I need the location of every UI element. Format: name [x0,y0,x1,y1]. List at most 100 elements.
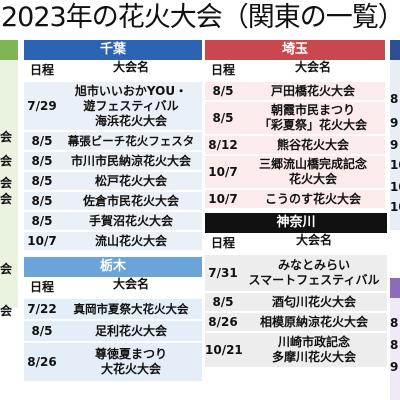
event-date: 8/5 [31,154,53,168]
event-name: 相模原納涼花火大会 [259,314,368,329]
right-cropped-panel: 8 9 9 10 10 10 8 8 9 [390,40,400,400]
event-name: 市川市民納涼花火大会 [70,153,191,168]
date-column-header: 日程 [29,280,54,294]
right-fragment: 8 [390,338,399,352]
right-panel-header [390,40,400,60]
event-name: 酒匂川花火大会 [271,294,356,309]
event-name: 尊徳夏まつり 大花火大会 [94,347,167,376]
table-row: 10/7 三郷流山橋完成記念 花火大会 [205,154,385,188]
right-fragment: 10 [390,180,400,194]
right-fragment: 8 [390,316,399,330]
event-date: 8/5 [31,174,53,188]
left-fragment: 会 [0,262,13,276]
event-date: 7/22 [27,302,57,316]
right-fragment: 8 [390,92,399,106]
left-fragment: 会 [0,176,13,190]
right-panel-header-2 [390,278,400,298]
event-date: 10/7 [27,234,57,248]
table-row: 8/5 佐倉市民花火大会 [24,190,202,210]
event-column-header: 大会名 [112,60,149,74]
event-name: 流山花火大会 [94,233,167,248]
table-row: 8/26 尊徳夏まつり 大花火大会 [24,341,202,381]
date-column-header: 日程 [29,63,54,77]
event-name: 手賀沼花火大会 [88,213,173,228]
event-name: 松戸花火大会 [94,173,167,188]
event-date: 8/5 [31,194,53,208]
left-fragment: 会 [0,154,13,168]
table-row: 8/12 熊谷花火大会 [205,134,385,154]
table-row: 8/5 酒匂川花火大会 [205,291,387,311]
event-column-header: 大会名 [112,277,149,291]
event-date: 8/5 [212,84,234,98]
event-date: 10/21 [205,343,243,357]
event-column-header: 大会名 [294,60,331,74]
event-date: 8/5 [212,111,234,125]
saitama-header: 埼玉 [205,40,385,60]
event-date: 8/5 [31,134,53,148]
event-date: 8/26 [208,315,238,329]
table-row: 10/21 川崎市政記念 多摩川花火大会 [205,331,387,367]
left-fragment: 会 [0,304,13,318]
event-name: 旭市いいおかYOU・ 遊フェスティバル 海浜花火大会 [74,83,188,128]
tochigi-panel: 栃木 日程 大会名 7/22 真岡市夏祭大花火大会 8/5 足利花火大会 8/2… [24,257,202,400]
event-name: 三郷流山橋完成記念 花火大会 [258,157,367,186]
event-name: 川崎市政記念 多摩川花火大会 [271,335,356,364]
left-fragment: 会 [0,192,13,206]
event-name: 真岡市夏祭大花火大会 [73,301,189,316]
event-date: 10/7 [208,192,238,206]
event-name: 戸田橋花火大会 [270,83,355,98]
table-row: 7/31 みなとみらい スマートフェスティバル [205,253,387,291]
right-panel-body-2 [390,298,400,400]
table-row: 10/7 流山花火大会 [24,230,202,250]
event-name: 熊谷花火大会 [276,137,349,152]
event-date: 8/5 [31,214,53,228]
table-row: 8/5 朝霞市民まつり 「彩夏祭」花火大会 [205,100,385,134]
event-date: 8/26 [27,355,57,369]
left-fragment: 会 [0,130,13,144]
kanagawa-header: 神奈川 [205,213,387,233]
right-fragment: 10 [390,158,400,172]
date-column-header: 日程 [210,236,235,250]
tochigi-header: 栃木 [24,257,202,277]
right-panel-body [390,60,400,230]
table-row: 8/26 相模原納涼花火大会 [205,311,387,331]
left-cropped-panel: 会 会 会 会 会 会 [0,40,22,400]
date-column-header: 日程 [210,63,235,77]
right-fragment: 9 [390,116,399,130]
event-date: 7/29 [27,99,57,113]
event-name: こうのす花火大会 [264,191,361,206]
table-row: 7/22 真岡市夏祭大花火大会 [24,297,202,319]
event-name: 足利花火大会 [94,323,167,338]
chiba-panel: 千葉 日程 大会名 7/29 旭市いいおかYOU・ 遊フェスティバル 海浜花火大… [24,40,202,255]
event-date: 8/12 [208,138,238,152]
table-row: 7/29 旭市いいおかYOU・ 遊フェスティバル 海浜花火大会 [24,80,202,130]
saitama-column-header: 日程 大会名 [205,60,385,80]
page-title: 2023年の花火大会（関東の一覧） [1,2,400,33]
right-fragment: 9 [390,360,399,374]
event-date: 8/5 [31,324,53,338]
chiba-column-header: 日程 大会名 [24,60,202,80]
event-name: 佐倉市民花火大会 [82,193,179,208]
kanagawa-panel: 神奈川 日程 大会名 7/31 みなとみらい スマートフェスティバル 8/5 酒… [205,213,387,400]
tochigi-column-header: 日程 大会名 [24,277,202,297]
event-date: 8/5 [212,295,234,309]
kanagawa-column-header: 日程 大会名 [205,233,387,253]
chiba-header: 千葉 [24,40,202,60]
table-row: 8/5 手賀沼花火大会 [24,210,202,230]
table-row: 10/7 こうのす花火大会 [205,188,385,208]
table-row: 8/5 松戸花火大会 [24,170,202,190]
table-row: 8/5 幕張ビーチ花火フェスタ [24,130,202,150]
left-panel-body [0,60,18,308]
left-panel-header [0,40,18,60]
table-row: 8/5 市川市民納涼花火大会 [24,150,202,170]
event-name: 朝霞市民まつり 「彩夏祭」花火大会 [258,103,367,132]
saitama-panel: 埼玉 日程 大会名 8/5 戸田橋花火大会 8/5 朝霞市民まつり 「彩夏祭」花… [205,40,385,210]
right-fragment: 10 [390,200,400,214]
event-column-header: 大会名 [295,233,332,247]
event-name: みなとみらい スマートフェスティバル [248,258,380,287]
right-fragment: 9 [390,138,399,152]
event-date: 7/31 [208,266,238,280]
table-row: 8/5 戸田橋花火大会 [205,80,385,100]
table-row: 8/5 足利花火大会 [24,319,202,341]
event-date: 10/7 [208,165,238,179]
